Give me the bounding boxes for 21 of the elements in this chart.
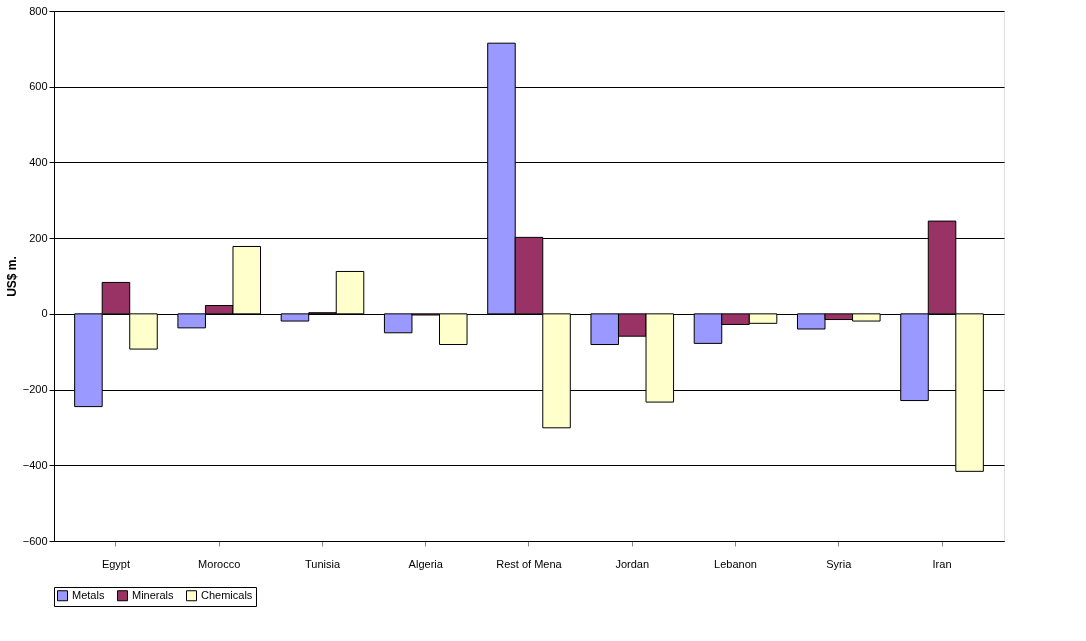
y-tick-label: 200 — [29, 231, 48, 244]
y-tick-label: 600 — [29, 80, 48, 93]
y-tick-label: −200 — [22, 383, 48, 396]
y-axis-title: US$ m. — [4, 256, 19, 297]
x-tick-label: Morocco — [198, 557, 241, 570]
x-tick-label: Jordan — [615, 557, 650, 570]
y-tick-label: 0 — [41, 307, 48, 320]
legend-label: Chemicals — [201, 588, 253, 601]
y-tick-label: 400 — [29, 155, 48, 168]
x-tick-label: Lebanon — [714, 557, 757, 570]
x-tick-label: Rest of Mena — [496, 557, 563, 570]
y-tick-label: 800 — [29, 4, 48, 17]
x-tick-label: Iran — [932, 557, 952, 570]
y-tick-label: −400 — [22, 458, 48, 471]
x-tick-label: Syria — [826, 557, 853, 570]
x-tick-label: Algeria — [408, 557, 444, 570]
x-tick-label: Egypt — [101, 557, 131, 570]
legend-label: Metals — [72, 588, 105, 601]
y-tick-label: −600 — [22, 534, 48, 547]
x-tick-label: Tunisia — [304, 557, 341, 570]
legend-label: Minerals — [132, 588, 175, 601]
